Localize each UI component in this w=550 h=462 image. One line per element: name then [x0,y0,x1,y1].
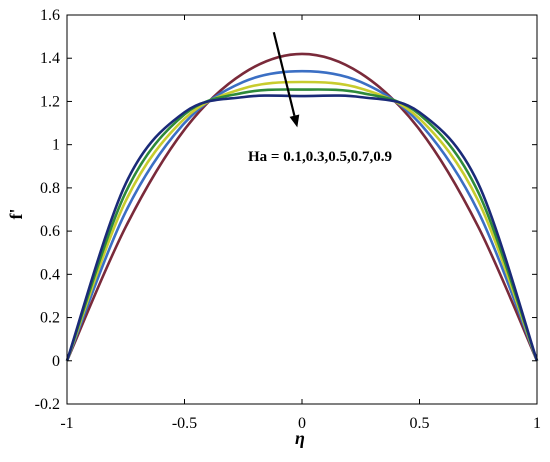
annotation-arrowhead [289,114,300,128]
y-tick-label: 1.2 [40,93,60,110]
annotation-arrow [272,32,296,116]
annotation: Ha = 0.1,0.3,0.5,0.7,0.9 [248,32,392,165]
y-tick-label: 0.8 [40,180,60,197]
annotation-label: Ha = 0.1,0.3,0.5,0.7,0.9 [248,149,392,165]
series-line-5 [65,94,539,362]
y-axis-label: f' [6,209,26,220]
axis-ticks: -1 -0.5 0 0.5 1 -0.2 0 0.2 0.4 0.6 0.8 1 1.2 1.4 1.6 [35,7,541,432]
y-tick-label: 0.6 [40,223,60,240]
x-tick-label: -0.5 [172,415,197,432]
series-line-3 [65,80,539,362]
series-line-2 [65,69,539,362]
x-tick-label: 0 [298,415,306,432]
x-tick-label: 0.5 [410,415,430,432]
y-tick-label: -0.2 [35,396,60,413]
series-line-1 [65,52,539,362]
series-lines [65,52,539,362]
series-line-4 [65,88,539,362]
y-tick-label: 1.6 [40,7,60,24]
y-tick-label: 0.4 [40,266,60,283]
x-axis-label: η [295,428,305,448]
y-tick-label: 0 [52,353,60,370]
x-tick-label: -1 [60,415,73,432]
plot-frame [66,14,538,405]
y-tick-label: 1 [52,137,60,154]
x-tick-label: 1 [533,415,541,432]
y-tick-label: 0.2 [40,310,60,327]
y-tick-label: 1.4 [40,50,60,67]
